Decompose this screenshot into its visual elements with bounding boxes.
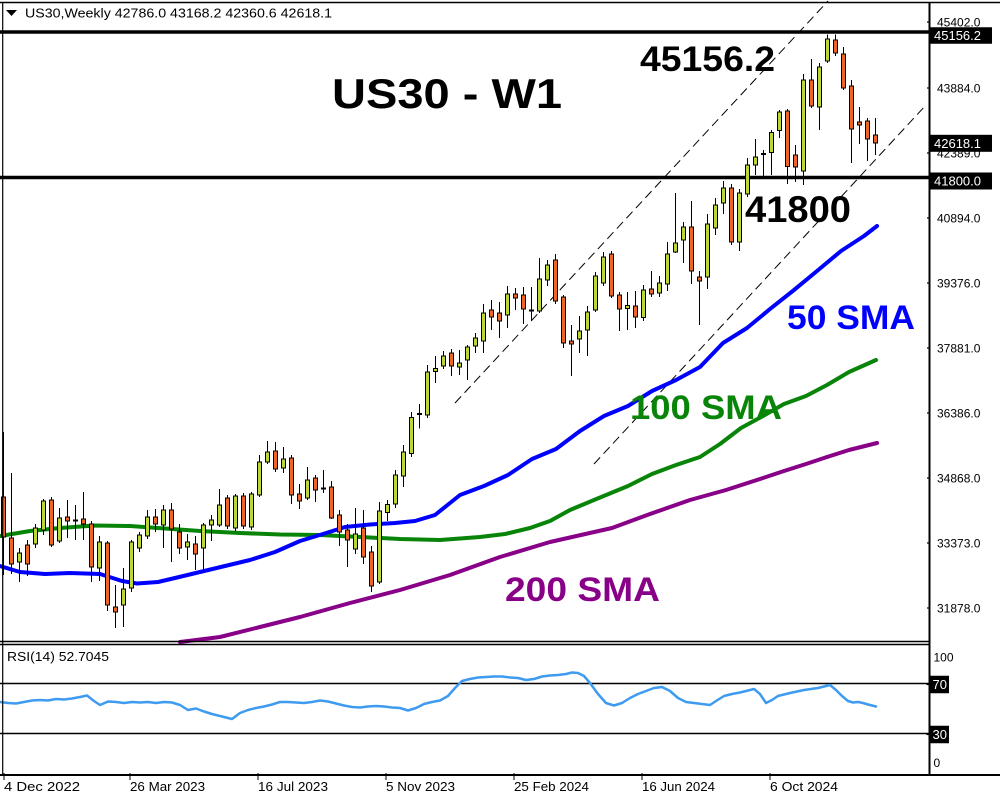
svg-text:16 Jul 2023: 16 Jul 2023 xyxy=(258,779,328,794)
svg-text:100 SMA: 100 SMA xyxy=(630,389,782,427)
svg-text:45156.2: 45156.2 xyxy=(640,40,775,79)
svg-text:US30,Weekly 42786.0 43168.2 4: US30,Weekly 42786.0 43168.2 42360.6 4261… xyxy=(25,6,332,21)
svg-text:50 SMA: 50 SMA xyxy=(787,299,915,337)
svg-text:43884.0: 43884.0 xyxy=(937,82,981,96)
svg-text:30: 30 xyxy=(933,727,947,742)
svg-text:36386.0: 36386.0 xyxy=(937,407,981,421)
svg-text:34868.0: 34868.0 xyxy=(937,472,981,486)
svg-text:70: 70 xyxy=(933,677,947,692)
svg-text:US30 - W1: US30 - W1 xyxy=(332,70,562,117)
svg-text:16 Jun 2024: 16 Jun 2024 xyxy=(642,779,715,794)
svg-text:45156.2: 45156.2 xyxy=(934,28,981,43)
svg-text:33373.0: 33373.0 xyxy=(937,537,981,551)
svg-text:26 Mar 2023: 26 Mar 2023 xyxy=(130,779,205,794)
svg-text:31878.0: 31878.0 xyxy=(937,602,981,616)
svg-text:42618.1: 42618.1 xyxy=(934,136,981,151)
svg-text:25 Feb 2024: 25 Feb 2024 xyxy=(514,779,589,794)
svg-text:37881.0: 37881.0 xyxy=(937,342,981,356)
svg-text:40894.0: 40894.0 xyxy=(937,212,981,226)
svg-text:200 SMA: 200 SMA xyxy=(505,571,660,609)
svg-text:4 Dec 2022: 4 Dec 2022 xyxy=(4,779,80,794)
svg-text:41800.0: 41800.0 xyxy=(934,174,981,189)
svg-text:0: 0 xyxy=(934,756,941,770)
svg-text:6 Oct 2024: 6 Oct 2024 xyxy=(770,779,838,794)
svg-text:45402.0: 45402.0 xyxy=(937,16,981,30)
svg-text:5 Nov 2023: 5 Nov 2023 xyxy=(386,779,455,794)
svg-text:41800: 41800 xyxy=(745,189,851,230)
svg-text:39376.0: 39376.0 xyxy=(937,277,981,291)
svg-text:100: 100 xyxy=(934,651,954,665)
svg-text:RSI(14) 52.7045: RSI(14) 52.7045 xyxy=(7,649,109,664)
